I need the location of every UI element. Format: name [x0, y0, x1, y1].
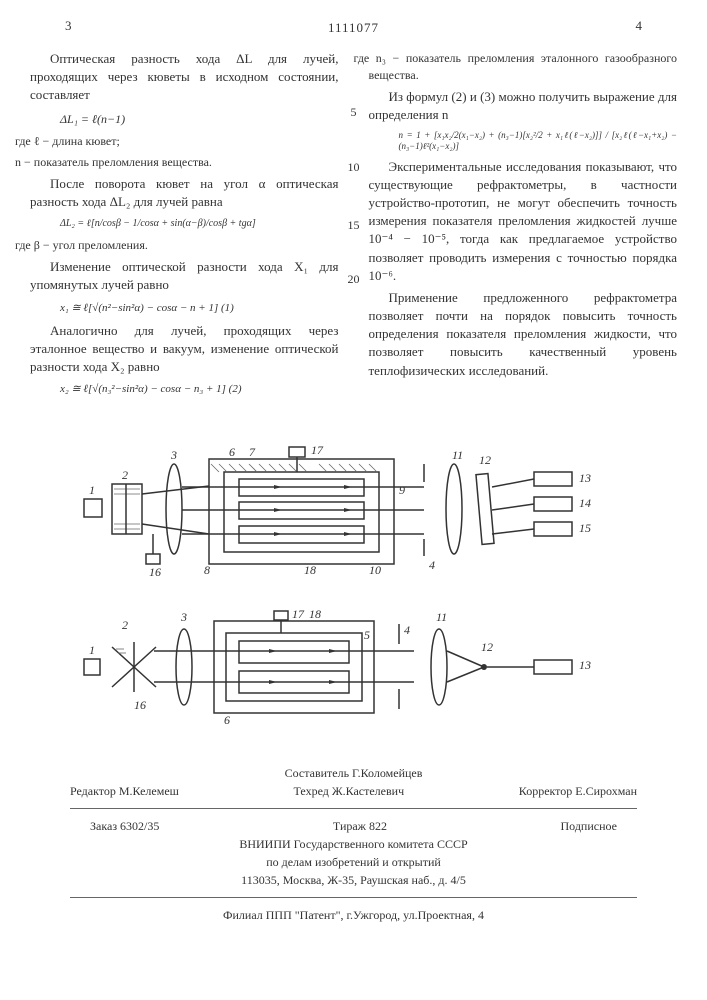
- svg-text:17: 17: [311, 443, 324, 457]
- definition: где n₃ − показатель преломления эталонно…: [369, 50, 678, 84]
- left-column: Оптическая разность хода ΔL для лучей, п…: [30, 46, 339, 404]
- footer: Составитель Г.Коломейцев Редактор М.Келе…: [30, 764, 677, 924]
- formula: x₁ ≅ ℓ[√(n²−sin²α) − cosα − n + 1] (1): [60, 301, 339, 316]
- svg-text:16: 16: [134, 698, 146, 712]
- svg-text:4: 4: [404, 623, 410, 637]
- svg-text:11: 11: [436, 610, 447, 624]
- formula: n = 1 + [x₁x₂/2(x₁−x₂) + (n₃−1)[x₂²/2 + …: [399, 130, 678, 152]
- patent-number: 1111077: [30, 20, 677, 36]
- compiler: Составитель Г.Коломейцев: [30, 764, 677, 782]
- col-num-left: 3: [65, 18, 72, 34]
- optical-diagram: .s { stroke:#333; stroke-width:1.5; fill…: [74, 434, 634, 744]
- svg-text:7: 7: [249, 445, 256, 459]
- svg-text:6: 6: [224, 713, 230, 727]
- svg-text:1: 1: [89, 483, 95, 497]
- svg-text:18: 18: [309, 607, 321, 621]
- line-num: 20: [348, 272, 360, 287]
- para: Аналогично для лучей, проходящих через э…: [30, 322, 339, 377]
- svg-text:18: 18: [304, 563, 316, 577]
- para: Оптическая разность хода ΔL для лучей, п…: [30, 50, 339, 105]
- para: Экспериментальные исследования показываю…: [369, 158, 678, 285]
- svg-text:11: 11: [452, 448, 463, 462]
- para: После поворота кювет на угол α оптическа…: [30, 175, 339, 211]
- definition: где ℓ − длина кювет;: [30, 133, 339, 150]
- para: Изменение оптической разности хода X₁ дл…: [30, 258, 339, 294]
- svg-text:9: 9: [399, 483, 405, 497]
- editor: Редактор М.Келемеш: [70, 782, 179, 800]
- addr2: Филиал ППП "Патент", г.Ужгород, ул.Проек…: [30, 906, 677, 924]
- line-num: 5: [351, 105, 357, 120]
- definition: n − показатель преломления вещества.: [30, 154, 339, 171]
- formula: ΔL₂ = ℓ[n/cosβ − 1/cosα + sin(α−β)/cosβ …: [60, 217, 339, 231]
- svg-text:16: 16: [149, 565, 161, 579]
- definition: где β − угол преломления.: [30, 237, 339, 254]
- svg-text:3: 3: [180, 610, 187, 624]
- order: Заказ 6302/35: [90, 817, 159, 835]
- svg-text:14: 14: [579, 496, 591, 510]
- line-num: 15: [348, 218, 360, 233]
- svg-text:6: 6: [229, 445, 235, 459]
- line-num: 10: [348, 160, 360, 175]
- svg-text:4: 4: [429, 558, 435, 572]
- addr1: 113035, Москва, Ж-35, Раушская наб., д. …: [30, 871, 677, 889]
- para: Из формул (2) и (3) можно получить выраж…: [369, 88, 678, 124]
- svg-text:12: 12: [481, 640, 493, 654]
- svg-text:2: 2: [122, 468, 128, 482]
- svg-text:15: 15: [579, 521, 591, 535]
- svg-text:2: 2: [122, 618, 128, 632]
- corrector: Корректор Е.Сирохман: [519, 782, 637, 800]
- right-column: где n₃ − показатель преломления эталонно…: [369, 46, 678, 404]
- subscription: Подписное: [561, 817, 618, 835]
- svg-text:17: 17: [292, 607, 305, 621]
- svg-text:1: 1: [89, 643, 95, 657]
- formula: x₂ ≅ ℓ[√(n₃²−sin²α) − cosα − n₃ + 1] (2): [60, 382, 339, 397]
- org1: ВНИИПИ Государственного комитета СССР: [30, 835, 677, 853]
- org2: по делам изобретений и открытий: [30, 853, 677, 871]
- formula: ΔL₁ = ℓ(n−1): [60, 111, 339, 128]
- svg-text:5: 5: [364, 628, 370, 642]
- svg-text:10: 10: [369, 563, 381, 577]
- svg-text:12: 12: [479, 453, 491, 467]
- svg-text:3: 3: [170, 448, 177, 462]
- svg-text:13: 13: [579, 471, 591, 485]
- svg-text:8: 8: [204, 563, 210, 577]
- circulation: Тираж 822: [333, 817, 387, 835]
- tech: Техред Ж.Кастелевич: [294, 782, 405, 800]
- col-num-right: 4: [636, 18, 643, 34]
- para: Применение предложенного рефрактометра п…: [369, 289, 678, 380]
- svg-text:13: 13: [579, 658, 591, 672]
